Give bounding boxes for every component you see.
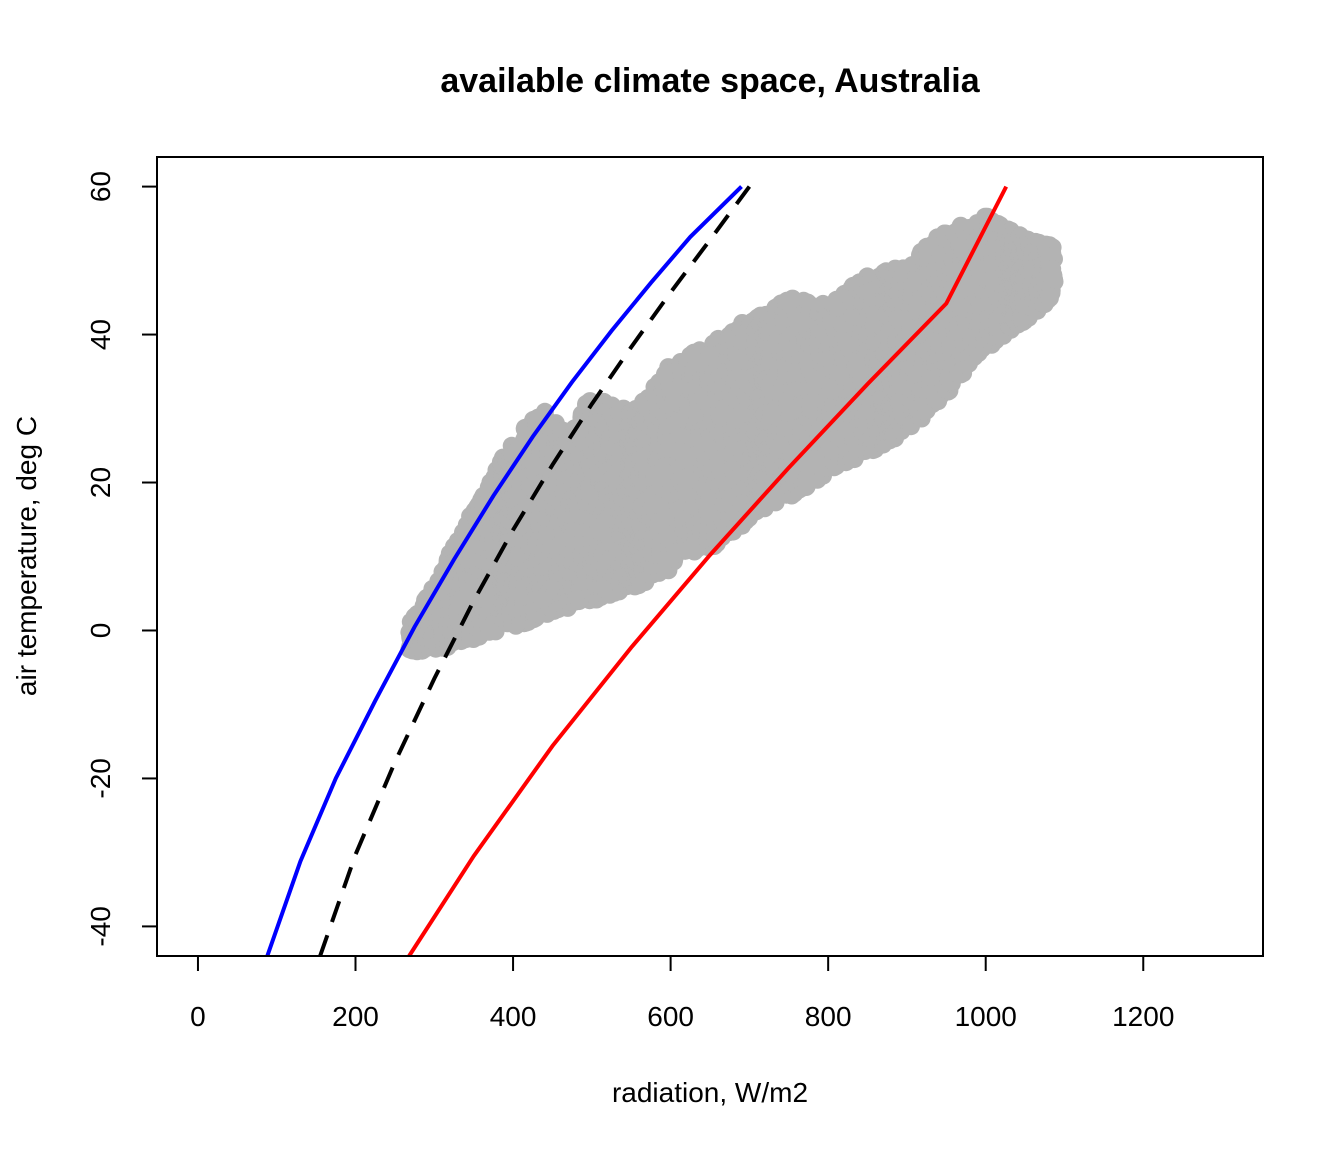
scatter-points <box>400 207 1064 661</box>
chart-title: available climate space, Australia <box>440 62 980 100</box>
